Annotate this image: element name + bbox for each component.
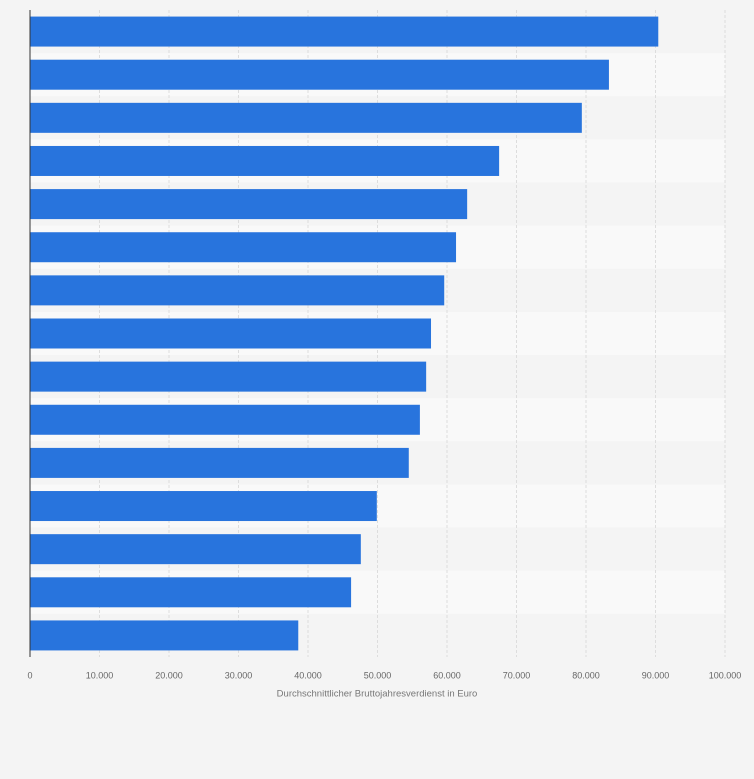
bar xyxy=(30,404,420,435)
x-tick-label: 90.000 xyxy=(642,670,670,680)
bar xyxy=(30,491,377,522)
bar xyxy=(30,189,468,220)
x-axis-title: Durchschnittlicher Bruttojahresverdienst… xyxy=(277,689,478,700)
x-tick-label: 40.000 xyxy=(294,670,322,680)
x-tick-label: 10.000 xyxy=(86,670,114,680)
bar xyxy=(30,102,582,133)
bar xyxy=(30,447,409,478)
bar xyxy=(30,59,609,90)
bar xyxy=(30,318,432,349)
bar xyxy=(30,145,500,176)
bar xyxy=(30,232,457,263)
x-tick-label: 100.000 xyxy=(709,670,742,680)
x-tick-label: 50.000 xyxy=(364,670,392,680)
bar xyxy=(30,16,659,47)
x-tick-label: 20.000 xyxy=(155,670,183,680)
x-tick-label: 0 xyxy=(27,670,32,680)
x-tick-label: 60.000 xyxy=(433,670,461,680)
bar xyxy=(30,620,299,651)
x-tick-label: 70.000 xyxy=(503,670,531,680)
x-tick-label: 80.000 xyxy=(572,670,600,680)
bar xyxy=(30,275,445,306)
x-tick-label: 30.000 xyxy=(225,670,253,680)
bar xyxy=(30,361,427,392)
bar xyxy=(30,534,361,565)
bar xyxy=(30,577,352,608)
